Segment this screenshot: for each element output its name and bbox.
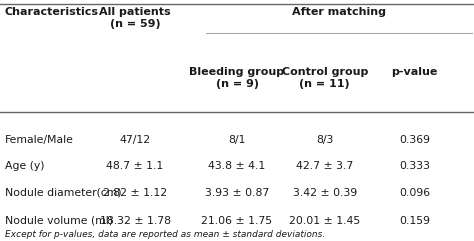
Text: 21.06 ± 1.75: 21.06 ± 1.75 [201, 216, 273, 226]
Text: 0.159: 0.159 [399, 216, 430, 226]
Text: Age (y): Age (y) [5, 161, 44, 171]
Text: Bleeding group
(n = 9): Bleeding group (n = 9) [190, 67, 284, 89]
Text: Characteristics: Characteristics [5, 7, 99, 17]
Text: Nodule volume (ml): Nodule volume (ml) [5, 216, 113, 226]
Text: Control group
(n = 11): Control group (n = 11) [282, 67, 368, 89]
Text: Except for p-values, data are reported as mean ± standard deviations.: Except for p-values, data are reported a… [5, 230, 325, 239]
Text: 43.8 ± 4.1: 43.8 ± 4.1 [209, 161, 265, 171]
Text: All patients
(n = 59): All patients (n = 59) [99, 7, 171, 29]
Text: 3.93 ± 0.87: 3.93 ± 0.87 [205, 188, 269, 198]
Text: 0.333: 0.333 [399, 161, 430, 171]
Text: 42.7 ± 3.7: 42.7 ± 3.7 [296, 161, 353, 171]
Text: 18.32 ± 1.78: 18.32 ± 1.78 [100, 216, 171, 226]
Text: 3.42 ± 0.39: 3.42 ± 0.39 [292, 188, 357, 198]
Text: After matching: After matching [292, 7, 386, 17]
Text: 47/12: 47/12 [119, 135, 151, 145]
Text: 48.7 ± 1.1: 48.7 ± 1.1 [107, 161, 164, 171]
Text: 0.096: 0.096 [399, 188, 430, 198]
Text: p-value: p-value [392, 67, 438, 77]
Text: Nodule diameter(cm): Nodule diameter(cm) [5, 188, 121, 198]
Text: 8/1: 8/1 [228, 135, 246, 145]
Text: Female/Male: Female/Male [5, 135, 73, 145]
Text: 8/3: 8/3 [316, 135, 333, 145]
Text: 2.82 ± 1.12: 2.82 ± 1.12 [103, 188, 167, 198]
Text: 20.01 ± 1.45: 20.01 ± 1.45 [289, 216, 360, 226]
Text: 0.369: 0.369 [399, 135, 430, 145]
